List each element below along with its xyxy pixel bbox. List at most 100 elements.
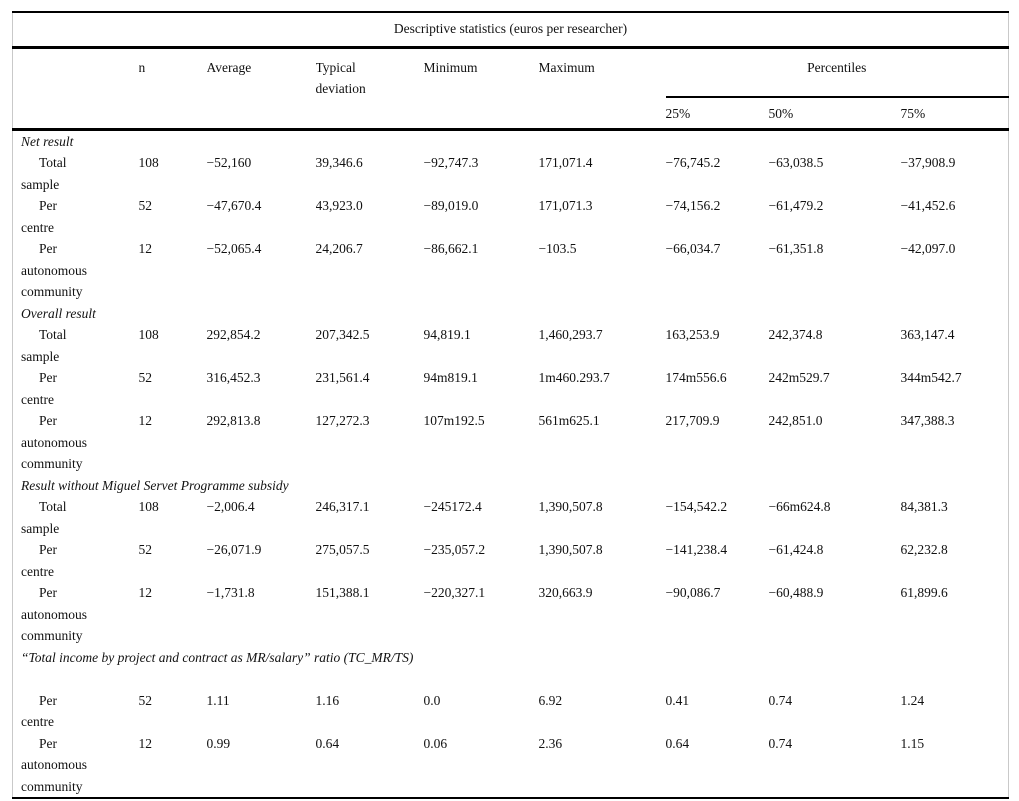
table-row: Total sample 108 −52,160 39,346.6 −92,747.3 1… (13, 152, 1009, 195)
cell: −37,908.9 (900, 155, 956, 170)
cell: 52 (138, 542, 153, 557)
row-label: Total sample (21, 327, 67, 364)
section-label: Overall result (21, 305, 96, 321)
cell: 275,057.5 (315, 542, 370, 557)
cell: 207,342.5 (315, 327, 370, 342)
section-label: “Total income by project and contract as… (21, 649, 414, 665)
row-label: Total sample (21, 499, 67, 536)
cell: 320,663.9 (538, 585, 593, 600)
table-row: Per centre 52 316,452.3 231,561.4 94m819.1 1m… (13, 367, 1009, 410)
cell: 1.15 (900, 735, 925, 751)
descriptive-statistics-table: Descriptive statistics (euros per resear… (12, 11, 1010, 799)
cell: −89,019.0 (423, 198, 479, 213)
cell: 217,709.9 (665, 413, 720, 428)
cell: −90,086.7 (665, 585, 721, 600)
column-header-minimum: Minimum (423, 59, 478, 75)
row-label: Total sample (21, 155, 67, 192)
row-label: Per centre (21, 692, 57, 730)
cell: −76,745.2 (665, 155, 721, 170)
cell: 0.0 (423, 692, 441, 708)
cell: −61,351.8 (768, 241, 824, 256)
cell: 0.06 (423, 735, 448, 751)
section-row: “Total income by project and contract as… (13, 647, 1009, 669)
cell: 1,390,507.8 (538, 499, 603, 514)
cell: 1,390,507.8 (538, 542, 603, 557)
cell: −47,670.4 (206, 198, 262, 213)
cell: −61,479.2 (768, 198, 824, 213)
cell: −154,542.2 (665, 499, 728, 514)
column-header-typical-deviation: Typical deviation (315, 59, 366, 97)
cell: 108 (138, 155, 159, 170)
table-row: Total sample 108 292,854.2 207,342.5 94,819.… (13, 324, 1009, 367)
cell: 242m529.7 (768, 370, 830, 385)
table-row: Per autonomous community 12 0.99 0.64 0.06 2.… (13, 733, 1009, 799)
cell: 242,851.0 (768, 413, 823, 428)
table-title: Descriptive statistics (euros per resear… (12, 12, 1009, 49)
spacer (13, 668, 1009, 690)
cell: 231,561.4 (315, 370, 370, 385)
cell: −63,038.5 (768, 155, 824, 170)
cell: 108 (138, 499, 159, 514)
cell: 344m542.7 (900, 370, 962, 385)
spacer-row (13, 668, 1009, 690)
cell: 0.99 (206, 735, 231, 751)
column-header-p25: 25% (665, 105, 691, 121)
table-row: Total sample 108 −2,006.4 246,317.1 −245172.… (13, 496, 1009, 539)
row-label: Per autonomous community (21, 413, 87, 471)
cell: 12 (138, 413, 153, 428)
cell: 43,923.0 (315, 198, 363, 213)
table-row: Per centre 52 −47,670.4 43,923.0 −89,019.0 17… (13, 195, 1009, 238)
cell: 0.74 (768, 692, 793, 708)
column-header-p50: 50% (768, 105, 794, 121)
cell: 52 (138, 370, 153, 385)
column-header-average: Average (206, 59, 252, 75)
cell: −220,327.1 (423, 585, 486, 600)
cell: 61,899.6 (900, 585, 948, 600)
table-row: Per autonomous community 12 −52,065.4 24,20… (13, 238, 1009, 303)
cell: −141,238.4 (665, 542, 728, 557)
cell: −103.5 (538, 241, 577, 256)
cell: 94m819.1 (423, 370, 478, 385)
cell: 24,206.7 (315, 241, 363, 256)
cell: 127,272.3 (315, 413, 370, 428)
cell: 1,460,293.7 (538, 327, 603, 342)
section-row: Result without Miguel Servet Programme s… (13, 475, 1009, 497)
cell: 12 (138, 585, 153, 600)
cell: 163,253.9 (665, 327, 720, 342)
cell: −66,034.7 (665, 241, 721, 256)
cell: 52 (138, 692, 153, 708)
cell: 107m192.5 (423, 413, 485, 428)
column-header-percentiles: Percentiles (665, 47, 1009, 98)
row-label: Per autonomous community (21, 585, 87, 643)
cell: −52,160 (206, 155, 252, 170)
cell: 84,381.3 (900, 499, 948, 514)
cell: 0.64 (315, 735, 340, 751)
column-header-p75: 75% (900, 105, 926, 121)
cell: 347,388.3 (900, 413, 955, 428)
section-row: Overall result (13, 303, 1009, 325)
cell: −1,731.8 (206, 585, 255, 600)
cell: 0.41 (665, 692, 690, 708)
column-header-maximum: Maximum (538, 59, 595, 75)
cell: −52,065.4 (206, 241, 262, 256)
cell: 242,374.8 (768, 327, 823, 342)
cell: 292,813.8 (206, 413, 261, 428)
cell: 363,147.4 (900, 327, 955, 342)
header-row-2: 25% 50% 75% (13, 97, 1009, 130)
table-row: Per centre 52 −26,071.9 275,057.5 −235,057.2… (13, 539, 1009, 582)
row-label: Per autonomous community (21, 735, 87, 794)
cell: −235,057.2 (423, 542, 486, 557)
cell: 94,819.1 (423, 327, 471, 342)
row-label: Per autonomous community (21, 241, 87, 299)
cell: 174m556.6 (665, 370, 727, 385)
table-header: Descriptive statistics (euros per resear… (12, 12, 1009, 130)
cell: 52 (138, 198, 153, 213)
cell: −61,424.8 (768, 542, 824, 557)
row-label: Per centre (21, 542, 57, 579)
cell: 171,071.4 (538, 155, 593, 170)
cell: 316,452.3 (206, 370, 261, 385)
cell: 1m460.293.7 (538, 370, 610, 385)
cell: 6.92 (538, 692, 563, 708)
cell: 151,388.1 (315, 585, 370, 600)
